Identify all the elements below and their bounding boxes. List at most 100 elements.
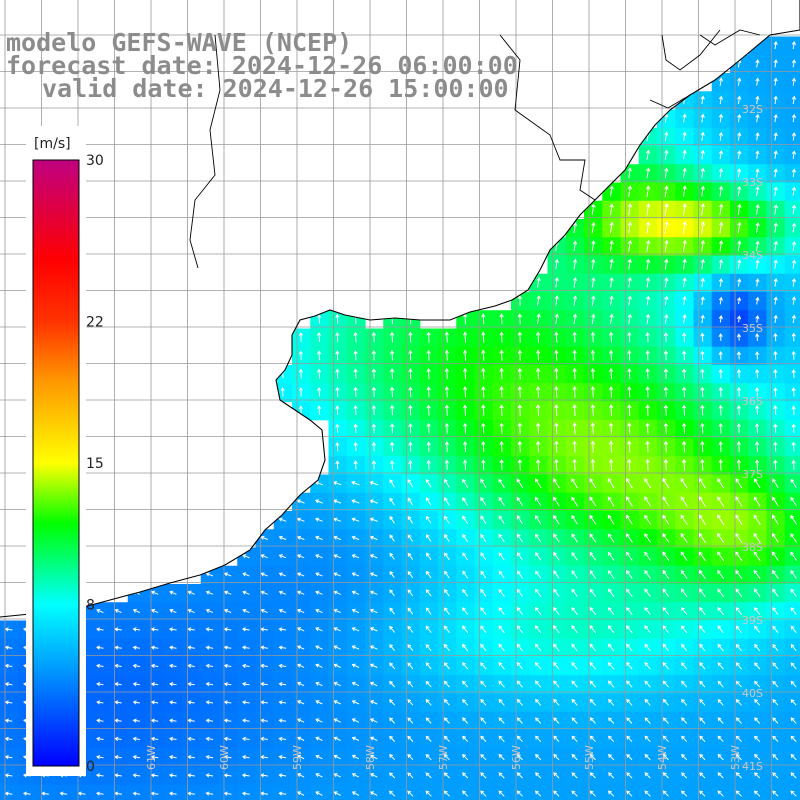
- wind-arrow: [425, 717, 432, 724]
- wind-arrow: [298, 332, 304, 342]
- wind-arrow: [425, 534, 432, 542]
- wind-arrow: [553, 753, 560, 761]
- wind-arrow: [425, 570, 432, 579]
- wind-arrow: [736, 368, 742, 379]
- wind-arrow: [369, 590, 378, 595]
- wind-arrow: [753, 790, 761, 797]
- wind-arrow: [425, 790, 432, 797]
- wind-speed-cell: [784, 584, 800, 603]
- wind-arrow: [608, 753, 615, 761]
- wind-arrow: [462, 735, 469, 742]
- title-line-1: modelo GEFS-WAVE (NCEP): [6, 28, 352, 57]
- wind-arrow: [516, 698, 523, 706]
- wind-arrow: [535, 698, 542, 706]
- wind-arrow: [682, 131, 687, 141]
- wind-arrow: [480, 643, 487, 652]
- wind-arrow: [316, 332, 322, 343]
- wind-arrow: [389, 331, 395, 343]
- wind-arrow: [645, 422, 650, 435]
- wind-arrow: [627, 258, 632, 270]
- wind-speed-cell: [784, 492, 800, 512]
- wind-arrow: [444, 386, 450, 398]
- wind-arrow: [737, 95, 742, 105]
- wind-arrow: [444, 331, 450, 343]
- wind-arrow: [407, 772, 414, 779]
- wind-arrow: [737, 185, 742, 197]
- wind-arrow: [371, 460, 377, 470]
- wind-arrow: [205, 645, 214, 650]
- wind-arrow: [369, 627, 378, 632]
- wind-arrow: [553, 478, 560, 489]
- wind-arrow: [534, 680, 542, 688]
- wind-arrow: [627, 368, 632, 380]
- wind-arrow: [607, 588, 615, 597]
- wind-arrow: [737, 131, 742, 141]
- wind-arrow: [168, 627, 177, 632]
- wind-arrow: [718, 95, 724, 105]
- wind-arrow: [444, 459, 450, 471]
- wind-arrow: [298, 387, 304, 397]
- wind-arrow: [680, 570, 688, 579]
- wind-speed-cell: [164, 784, 184, 800]
- wind-arrow: [590, 367, 596, 380]
- wind-arrow: [278, 535, 287, 540]
- wind-speed-cell: [255, 784, 275, 800]
- wind-arrow: [408, 349, 413, 361]
- wind-arrow: [425, 735, 432, 742]
- wind-arrow: [590, 404, 596, 416]
- wind-arrow: [335, 386, 340, 397]
- wind-arrow: [535, 772, 542, 779]
- wind-arrow: [607, 606, 615, 616]
- wind-arrow: [627, 295, 632, 306]
- wind-arrow: [260, 791, 269, 796]
- wind-arrow: [462, 349, 468, 361]
- wind-arrow: [736, 441, 742, 452]
- wind-arrow: [700, 440, 705, 453]
- wind-arrow: [407, 625, 414, 633]
- wind-arrow: [389, 441, 395, 452]
- wind-arrow: [353, 405, 358, 416]
- wind-arrow: [700, 314, 705, 324]
- wind-speed-cell: [784, 182, 800, 202]
- wind-arrow: [608, 772, 615, 779]
- wind-arrow: [790, 680, 797, 688]
- wind-arrow: [755, 240, 760, 252]
- wind-arrow: [150, 627, 159, 632]
- wind-arrow: [700, 422, 705, 434]
- wind-arrow: [407, 515, 414, 524]
- wind-arrow: [700, 167, 705, 178]
- wind-arrow: [790, 699, 797, 706]
- wind-arrow: [573, 295, 578, 306]
- wind-arrow: [737, 113, 742, 123]
- wind-arrow: [773, 368, 778, 379]
- wind-arrow: [389, 699, 396, 706]
- wind-arrow: [278, 572, 287, 577]
- wind-arrow: [772, 680, 779, 688]
- wind-arrow: [718, 350, 723, 360]
- wind-arrow: [516, 588, 524, 597]
- latitude-label: 35S: [742, 322, 763, 335]
- wind-speed-cell: [784, 547, 800, 567]
- wind-arrow: [369, 572, 378, 577]
- wind-arrow: [132, 755, 141, 760]
- wind-arrow: [169, 700, 177, 705]
- wind-arrow: [645, 313, 651, 324]
- wind-arrow: [662, 662, 670, 670]
- wind-arrow: [534, 643, 542, 652]
- wind-arrow: [534, 606, 542, 616]
- wind-speed-cell: [784, 766, 800, 786]
- wind-arrow: [278, 663, 287, 668]
- wind-arrow: [645, 404, 650, 416]
- wind-arrow: [699, 680, 706, 688]
- wind-arrow: [96, 718, 104, 723]
- wind-arrow: [589, 772, 596, 779]
- wind-arrow: [553, 570, 560, 579]
- wind-arrow: [681, 404, 687, 416]
- wind-arrow: [536, 277, 541, 288]
- longitude-label: 53W: [729, 745, 742, 770]
- wind-arrow: [480, 588, 487, 597]
- wind-arrow: [719, 203, 724, 216]
- wind-arrow: [589, 588, 597, 597]
- wind-arrow: [4, 663, 13, 668]
- wind-arrow: [700, 149, 705, 160]
